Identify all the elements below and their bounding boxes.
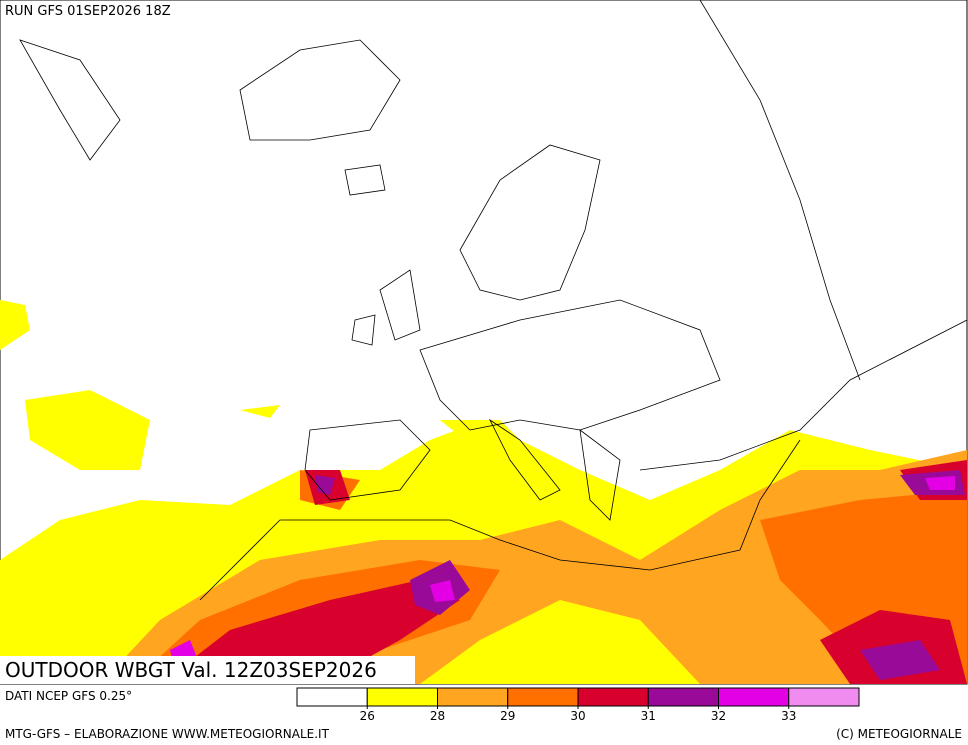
legend-tick-label: 30: [570, 709, 585, 723]
coast-north-africa: [199, 439, 801, 601]
legend-swatch: [718, 687, 790, 707]
borders-east: [639, 0, 968, 471]
coast-central-europe: [419, 299, 721, 431]
field-red: [160, 460, 967, 684]
field-purple: [315, 470, 965, 680]
map-title: OUTDOOR WBGT Val. 12Z03SEP2026: [5, 658, 377, 682]
field-yellow-patches: [0, 300, 520, 470]
title-box: [0, 656, 415, 684]
map-area: RUN GFS 01SEP2026 18Z OUTDOOR WBGT Val. …: [0, 0, 968, 685]
coast-iceland: [344, 164, 386, 196]
legend-tick-label: 28: [430, 709, 445, 723]
run-label: RUN GFS 01SEP2026 18Z: [5, 4, 171, 19]
legend-tick-label: 26: [360, 709, 375, 723]
legend-tick-label: 33: [781, 709, 796, 723]
coast-britain: [351, 269, 421, 346]
legend-swatch: [577, 687, 649, 707]
coast-greenland: [239, 39, 401, 141]
legend-swatch: [647, 687, 719, 707]
legend-tick-label: 31: [641, 709, 656, 723]
legend-swatch: [296, 687, 368, 707]
coast-italy-balkans: [488, 418, 621, 521]
legend-swatch: [366, 687, 438, 707]
coast-scandinavia: [459, 144, 601, 301]
color-legend: 26 28 29 30 31 32 33: [296, 687, 860, 723]
legend-swatch: [507, 687, 579, 707]
legend-swatch: [788, 687, 860, 707]
source-label: DATI NCEP GFS 0.25°: [5, 689, 132, 703]
coast-canada: [19, 39, 121, 161]
footer-left: MTG-GFS – ELABORAZIONE WWW.METEOGIORNALE…: [5, 727, 330, 741]
footer-right: (C) METEOGIORNALE: [836, 727, 962, 741]
legend-tick-label: 29: [500, 709, 515, 723]
legend-swatch: [437, 687, 509, 707]
coast-iberia: [304, 419, 431, 501]
legend-tick-label: 32: [711, 709, 726, 723]
